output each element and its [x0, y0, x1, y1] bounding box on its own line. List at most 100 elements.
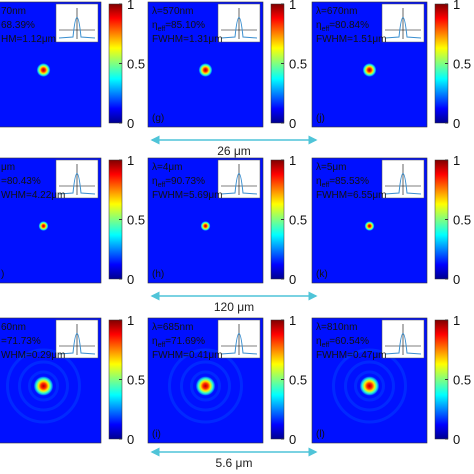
focal-spot	[200, 221, 211, 231]
ring	[354, 370, 385, 402]
scale-bar-label: 26 μm	[217, 144, 251, 158]
efficiency: =80.43%	[1, 176, 41, 187]
ring	[344, 360, 395, 412]
colorbar-tick-label: 0.5	[127, 213, 145, 228]
colorbar-tick-label: 0	[289, 432, 296, 447]
panel: 60nm =71.73% WHM=0.29μm 0 0.5 1	[0, 313, 145, 447]
colorbar-tick-label: 1	[453, 153, 460, 168]
efficiency: ηeff=85.53%	[316, 176, 369, 189]
ring	[190, 370, 221, 402]
colorbar-tick-label: 0.5	[289, 373, 307, 388]
colorbar-tick-label: 0	[453, 116, 460, 131]
panel-label: (l)	[316, 429, 325, 440]
colorbar-tick-label: 0	[127, 272, 134, 287]
colorbar-tick-label: 1	[127, 0, 134, 12]
eta-value: =85.10%	[165, 20, 205, 31]
colorbar-tick-label: 0.5	[289, 213, 307, 228]
panel-label: (g)	[152, 113, 164, 124]
fwhm: FWHM=1.51μm	[316, 34, 387, 45]
eta: η	[152, 176, 158, 187]
ring	[18, 360, 69, 412]
wavelength: λ=5μm	[316, 162, 347, 173]
colorbar-tick-label: 1	[127, 153, 134, 168]
colorbar-tick-label: 0.5	[453, 213, 471, 228]
focal-spot	[362, 63, 377, 77]
focal-spot	[36, 63, 51, 77]
ring	[168, 348, 243, 424]
panel-label: )	[1, 269, 4, 280]
colorbar-tick-label: 0.5	[127, 373, 145, 388]
inset-profile	[384, 333, 422, 355]
wavelength: 60nm	[1, 322, 26, 333]
panel-label: (k)	[316, 269, 328, 280]
efficiency: ηeff=90.73%	[152, 176, 205, 189]
efficiency: =71.73%	[1, 336, 41, 347]
focal-spot	[364, 221, 375, 231]
colorbar-tick-label: 1	[453, 0, 460, 12]
focal-spot	[198, 63, 213, 77]
panel: μm =80.43% WHM=4.22μm) 0 0.5 1	[0, 153, 145, 287]
scale-bar-label: 120 μm	[214, 300, 254, 314]
inset-profile	[220, 333, 258, 355]
eta-value: =71.69%	[165, 336, 205, 347]
eta-sub: eff	[158, 342, 166, 349]
colorbar-tick-label: 0.5	[453, 373, 471, 388]
colorbar-tick-label: 0	[453, 432, 460, 447]
inset-profile	[58, 173, 96, 195]
colorbar-tick-label: 0	[127, 432, 134, 447]
panel: 70nm 68.39% HM=1.12μm 0 0.5 1	[0, 0, 145, 131]
fwhm: HM=1.12μm	[1, 34, 56, 45]
ring	[6, 348, 81, 424]
inset-profile	[384, 17, 422, 39]
ring	[180, 360, 231, 412]
eta: η	[152, 336, 158, 347]
panel-label: (i)	[152, 429, 161, 440]
efficiency: ηeff=71.69%	[152, 336, 205, 349]
colorbar-tick-label: 0	[289, 272, 296, 287]
efficiency: ηeff=85.10%	[152, 20, 205, 33]
eta-sub: eff	[158, 182, 166, 189]
wavelength: λ=685nm	[152, 322, 193, 333]
colorbar-tick-label: 0.5	[289, 57, 307, 72]
wavelength: λ=670nm	[316, 6, 357, 17]
eta-value: =85.53%	[329, 176, 369, 187]
colorbar-tick-label: 0	[127, 116, 134, 131]
fwhm: WHM=0.29μm	[1, 350, 65, 361]
fwhm: FWHM=5.69μm	[152, 190, 223, 201]
eta: η	[316, 336, 322, 347]
inset-profile	[220, 173, 258, 195]
colorbar-tick-label: 1	[289, 153, 296, 168]
wavelength: λ=4μm	[152, 162, 183, 173]
colorbar-tick-label: 0	[453, 272, 460, 287]
colorbar-tick-label: 1	[453, 313, 460, 328]
wavelength: μm	[1, 162, 15, 173]
eta-value: =60.54%	[329, 336, 369, 347]
focal-spot	[33, 376, 54, 396]
eta-sub: eff	[158, 26, 166, 33]
fwhm: FWHM=1.31μm	[152, 34, 223, 45]
focal-spot	[38, 221, 49, 231]
fwhm: WHM=4.22μm	[1, 190, 65, 201]
eta-sub: eff	[322, 26, 330, 33]
wavelength: λ=810nm	[316, 322, 357, 333]
colorbar-tick-label: 0.5	[127, 57, 145, 72]
focal-spot	[195, 376, 216, 396]
scale-bar-label: 5.6 μm	[216, 456, 253, 470]
fwhm: FWHM=0.41μm	[152, 350, 223, 361]
wavelength: λ=570nm	[152, 6, 193, 17]
colorbar-tick-label: 0.5	[453, 57, 471, 72]
efficiency: 68.39%	[1, 20, 35, 31]
colorbar-tick-label: 1	[289, 0, 296, 12]
inset-profile	[384, 173, 422, 195]
inset-profile	[220, 17, 258, 39]
eta-value: =90.73%	[165, 176, 205, 187]
eta: η	[316, 176, 322, 187]
eta: η	[152, 20, 158, 31]
fwhm: FWHM=0.47μm	[316, 350, 387, 361]
